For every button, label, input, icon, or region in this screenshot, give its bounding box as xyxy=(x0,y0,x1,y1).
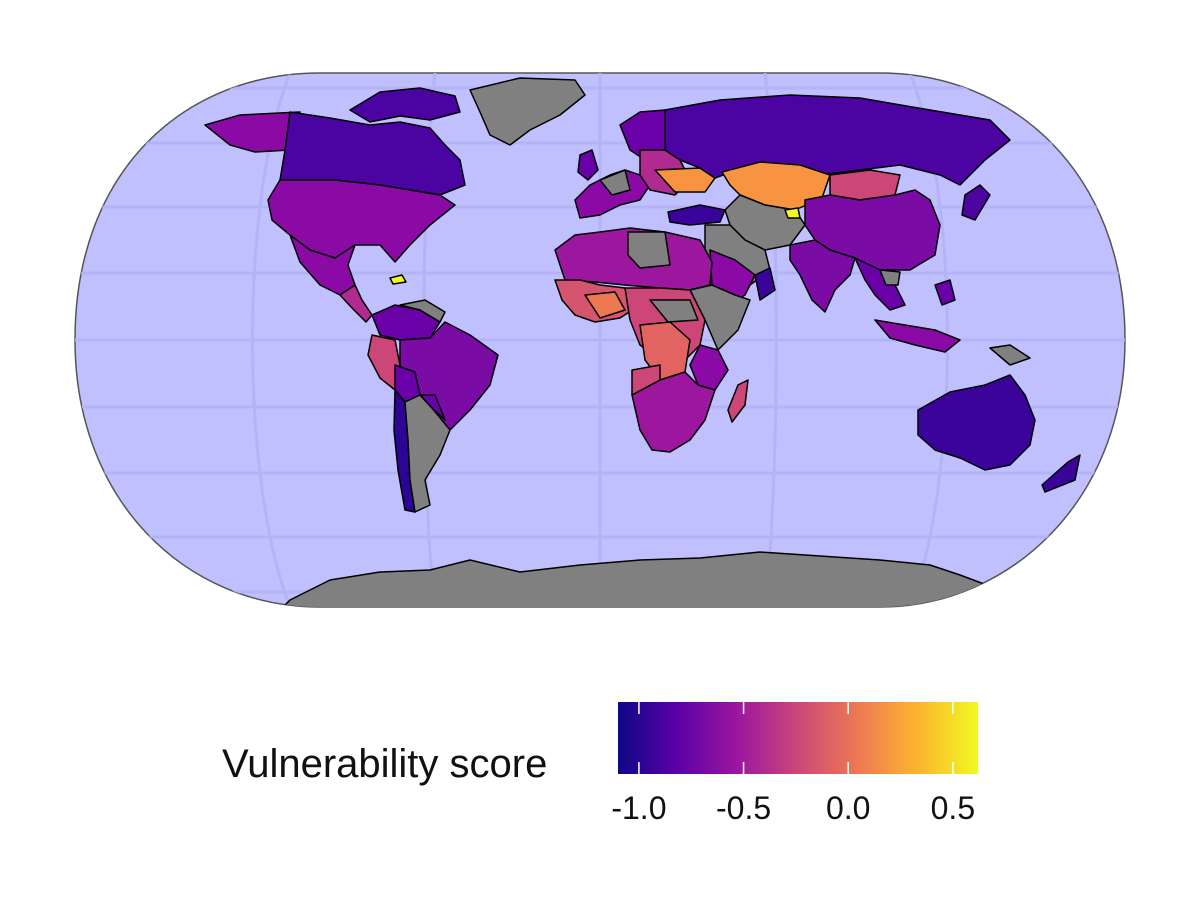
colorbar-tick-label: 0.0 xyxy=(825,790,871,826)
colorbar-tick-marks xyxy=(638,702,954,774)
central-europe xyxy=(599,169,631,196)
madagascar xyxy=(727,379,749,423)
colorbar-gradient xyxy=(618,702,978,774)
russia xyxy=(664,94,1011,186)
paraguay xyxy=(419,394,446,421)
united-states xyxy=(267,179,456,263)
southern-africa xyxy=(631,371,716,453)
colorbar-tick-label: 0.5 xyxy=(930,790,976,826)
japan xyxy=(961,184,991,221)
new-zealand xyxy=(1041,454,1081,493)
greenland xyxy=(469,77,586,146)
philippines xyxy=(934,279,956,306)
legend-title: Vulnerability score xyxy=(222,742,548,786)
papua-new-guinea xyxy=(989,344,1031,366)
indochina-grey xyxy=(879,269,901,286)
colorbar-tick-label: -1.0 xyxy=(611,790,667,826)
northern-south-america xyxy=(371,304,441,341)
caribbean xyxy=(389,274,407,285)
tajikistan xyxy=(784,207,801,219)
land-masses xyxy=(204,77,1081,607)
guianas xyxy=(399,299,446,323)
turkey xyxy=(667,204,726,226)
indonesia xyxy=(874,319,961,353)
central-grey xyxy=(649,299,699,323)
australia xyxy=(917,374,1036,471)
horn-of-africa xyxy=(689,284,751,351)
india xyxy=(789,239,856,313)
libya-grey xyxy=(627,231,671,269)
angola xyxy=(631,364,661,396)
arctic-islands xyxy=(349,87,461,123)
mexico xyxy=(289,234,356,296)
ukraine xyxy=(654,167,716,193)
oman xyxy=(754,267,776,301)
united-kingdom xyxy=(577,149,599,181)
legend-colorbar xyxy=(618,702,978,774)
west-africa-east xyxy=(584,291,626,319)
central-asia xyxy=(724,194,806,251)
colorbar-tick-label: -0.5 xyxy=(716,790,772,826)
